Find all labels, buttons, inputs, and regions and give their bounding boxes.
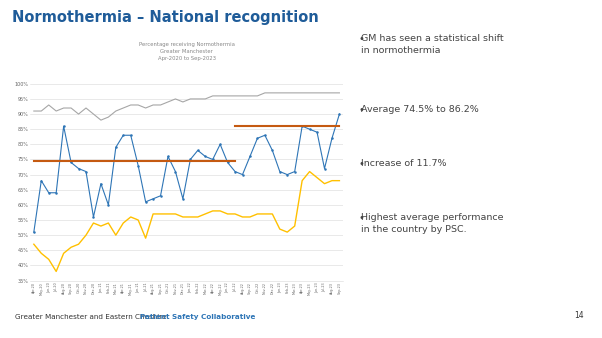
Text: •: • (358, 159, 364, 169)
Text: •: • (358, 213, 364, 223)
Text: Highest average performance
in the country by PSC.: Highest average performance in the count… (361, 213, 504, 234)
Text: 14: 14 (574, 311, 584, 320)
Text: Greater Manchester and Eastern Cheshire: Greater Manchester and Eastern Cheshire (15, 314, 167, 320)
Text: Average 74.5% to 86.2%: Average 74.5% to 86.2% (361, 105, 479, 114)
Text: •: • (358, 34, 364, 44)
Text: Normothermia – National recognition: Normothermia – National recognition (12, 10, 319, 25)
Text: Percentage receiving Normothermia
Greater Manchester
Apr-2020 to Sep-2023: Percentage receiving Normothermia Greate… (138, 42, 235, 61)
Text: Patient Safety Collaborative: Patient Safety Collaborative (135, 314, 256, 320)
Text: Increase of 11.7%: Increase of 11.7% (361, 159, 447, 168)
Text: •: • (358, 105, 364, 115)
Text: GM has seen a statistical shift
in normothermia: GM has seen a statistical shift in normo… (361, 34, 504, 55)
